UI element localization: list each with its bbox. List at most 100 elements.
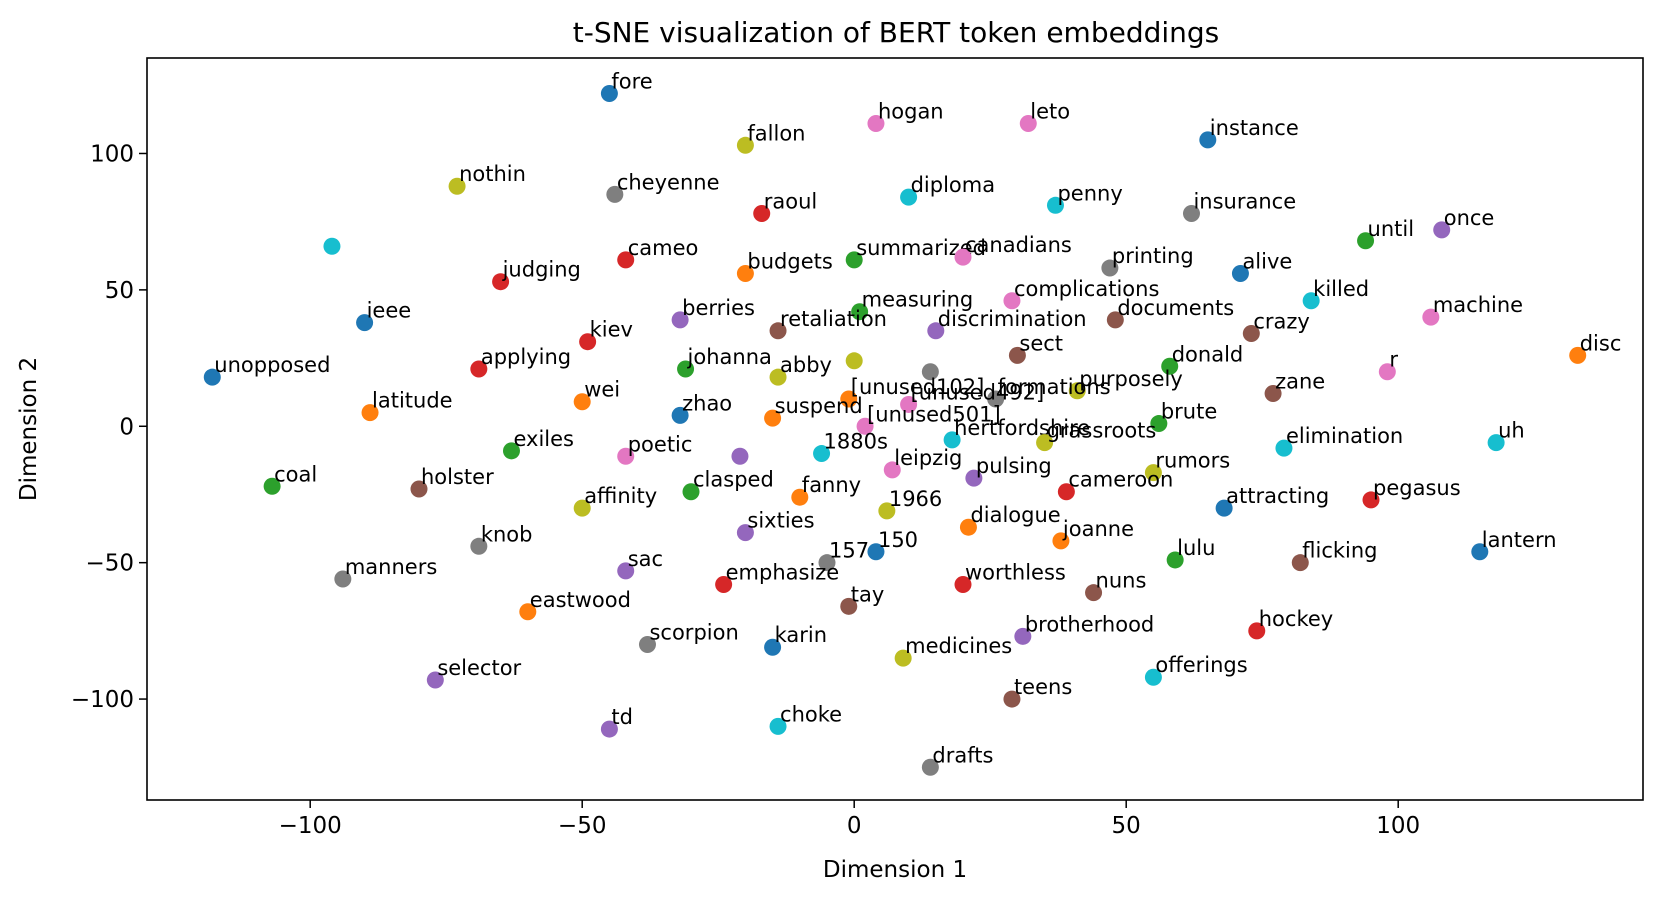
point-label: eastwood — [530, 588, 631, 612]
scatter-point — [921, 363, 939, 381]
point-label: r — [1389, 348, 1398, 372]
scatter-point — [867, 543, 885, 561]
scatter-point — [1052, 532, 1070, 550]
scatter-point — [959, 518, 977, 536]
scatter-point — [1362, 491, 1380, 509]
point-label: diploma — [911, 173, 996, 197]
point-label: poetic — [628, 432, 693, 456]
point-label: nothin — [459, 162, 526, 186]
point-label: killed — [1313, 277, 1369, 301]
point-label: brute — [1161, 400, 1217, 424]
y-tick-label: 0 — [119, 414, 134, 440]
point-label: attracting — [1226, 484, 1329, 508]
plot-frame — [146, 57, 1644, 801]
x-tick-label: 50 — [1112, 813, 1141, 839]
point-label: fanny — [802, 473, 861, 497]
point-label: joanne — [1062, 517, 1134, 541]
scatter-point — [617, 447, 635, 465]
point-label: scorpion — [649, 621, 738, 645]
scatter-point — [878, 502, 896, 520]
scatter-point — [1215, 499, 1233, 517]
point-label: dialogue — [970, 503, 1060, 527]
y-tick-label: −50 — [85, 551, 134, 577]
point-label: until — [1368, 217, 1415, 241]
scatter-point — [617, 562, 635, 580]
scatter-point — [1003, 292, 1021, 310]
scatter-point — [813, 445, 831, 463]
scatter-point — [791, 488, 809, 506]
point-label: budgets — [747, 250, 832, 274]
scatter-point — [736, 265, 754, 283]
scatter-point — [927, 322, 945, 340]
scatter-point — [1003, 690, 1021, 708]
point-label: affinity — [584, 484, 657, 508]
x-tick-label: 100 — [1376, 813, 1420, 839]
point-label: sixties — [747, 509, 814, 533]
scatter-point — [573, 393, 591, 411]
scatter-point — [1068, 382, 1086, 400]
point-label: judging — [502, 258, 581, 282]
point-label: applying — [481, 345, 571, 369]
scatter-point — [769, 322, 787, 340]
scatter-point — [519, 603, 537, 621]
scatter-point — [856, 417, 874, 435]
point-label: hertfordshire — [954, 416, 1090, 440]
chart-title: t-SNE visualization of BERT token embedd… — [573, 16, 1220, 49]
point-label: leto — [1030, 99, 1070, 123]
scatter-point — [769, 368, 787, 386]
point-label: zhao — [682, 391, 732, 415]
scatter-point — [1433, 221, 1451, 239]
scatter-point — [1199, 131, 1217, 149]
scatter-point — [492, 273, 510, 291]
scatter-point — [965, 469, 983, 487]
point-label: teens — [1014, 675, 1072, 699]
point-label: holster — [421, 465, 494, 489]
point-label: karin — [775, 623, 827, 647]
point-label: suspend — [775, 394, 863, 418]
point-label: unopposed — [214, 353, 330, 377]
point-label: cheyenne — [617, 170, 720, 194]
scatter-point — [600, 720, 618, 738]
point-label: worthless — [965, 560, 1066, 584]
point-label: medicines — [905, 634, 1012, 658]
scatter-point — [867, 114, 885, 132]
scatter-point — [203, 368, 221, 386]
scatter-point — [682, 483, 700, 501]
scatter-point — [1231, 265, 1249, 283]
point-label: canadians — [965, 233, 1072, 257]
point-label: fore — [611, 69, 652, 93]
scatter-point — [987, 390, 1005, 408]
point-label: crazy — [1253, 310, 1310, 334]
x-tick-label: −100 — [279, 813, 342, 839]
point-label: nuns — [1096, 569, 1147, 593]
point-label: [unused102] — [851, 375, 985, 399]
scatter-point — [263, 477, 281, 495]
scatter-point — [1046, 196, 1064, 214]
point-label: complications — [1014, 277, 1159, 301]
scatter-point — [579, 333, 597, 351]
scatter-point — [1150, 415, 1168, 433]
point-label: [unused501] — [867, 402, 1001, 426]
point-label: discrimination — [938, 307, 1087, 331]
scatter-point — [671, 406, 689, 424]
point-label: cameo — [628, 236, 699, 260]
scatter-point — [1057, 483, 1075, 501]
scatter-point — [1487, 434, 1505, 452]
point-label: rumors — [1155, 449, 1230, 473]
scatter-point — [1166, 551, 1184, 569]
point-label: choke — [780, 702, 842, 726]
point-label: 157 — [829, 539, 869, 563]
scatter-point — [600, 84, 618, 102]
scatter-point — [426, 671, 444, 689]
point-label: cameroon — [1068, 468, 1173, 492]
scatter-point — [851, 303, 869, 321]
scatter-point — [1291, 554, 1309, 572]
point-label: alive — [1242, 250, 1292, 274]
point-label: uh — [1498, 419, 1525, 443]
scatter-point — [470, 537, 488, 555]
scatter-point — [1036, 434, 1054, 452]
scatter-point — [764, 638, 782, 656]
y-tick-label: 100 — [90, 141, 134, 167]
point-label: tay — [851, 582, 885, 606]
scatter-point — [883, 461, 901, 479]
